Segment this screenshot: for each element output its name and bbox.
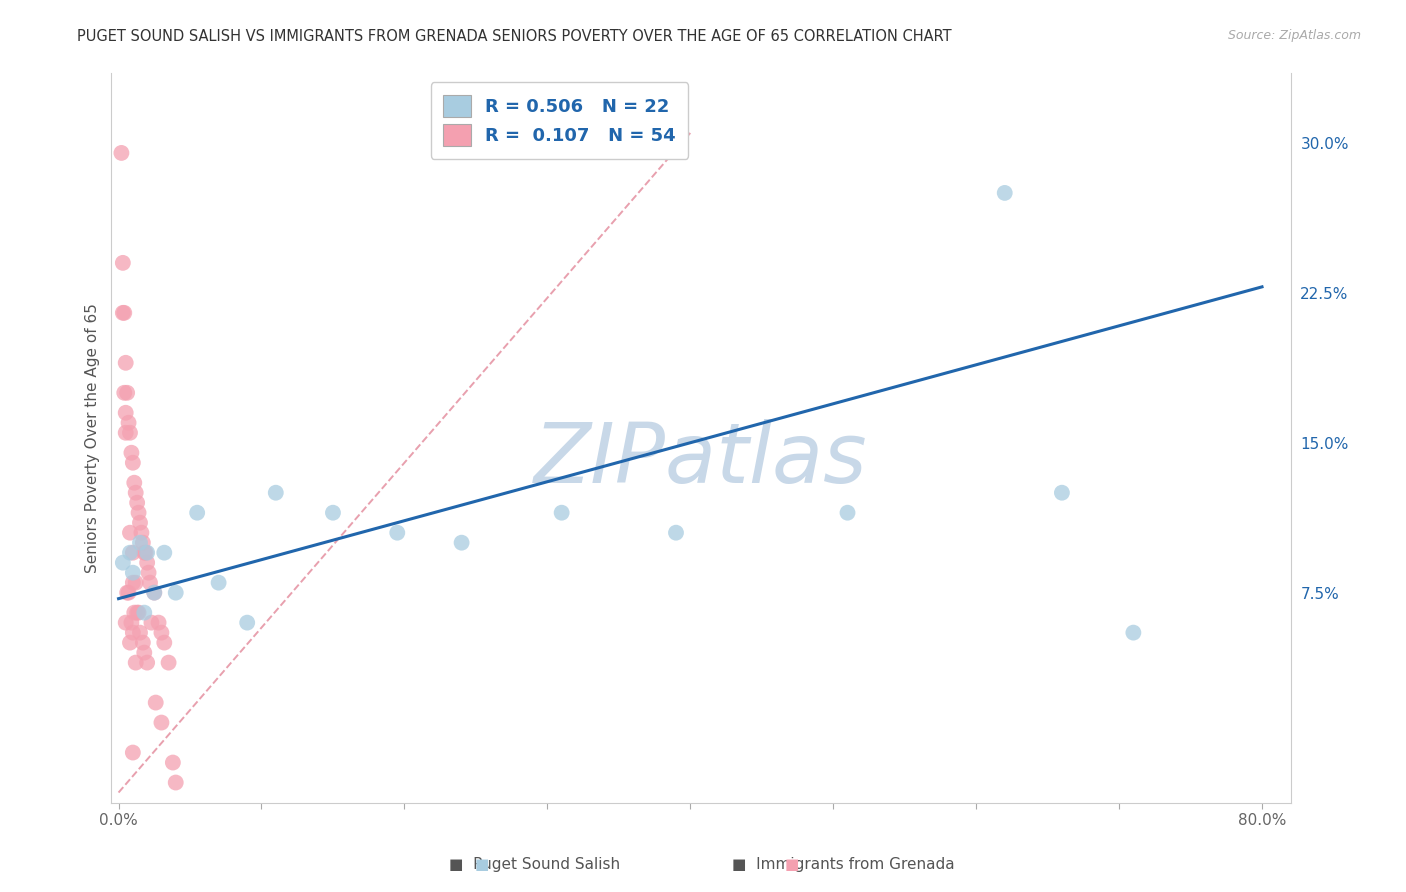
Point <box>129 516 152 530</box>
Point <box>165 585 187 599</box>
Point <box>129 535 152 549</box>
Point <box>143 585 166 599</box>
Point <box>153 546 176 560</box>
Legend: R = 0.506   N = 22, R =  0.107   N = 54: R = 0.506 N = 22, R = 0.107 N = 54 <box>430 82 688 159</box>
Point <box>121 625 143 640</box>
Point <box>111 306 134 320</box>
Point <box>125 485 148 500</box>
Point <box>132 535 155 549</box>
Point <box>186 506 208 520</box>
Point <box>153 635 176 649</box>
Point <box>112 306 135 320</box>
Text: ■: ■ <box>785 857 799 872</box>
Point <box>165 775 187 789</box>
Point <box>114 615 136 630</box>
Point <box>120 615 142 630</box>
Point <box>114 406 136 420</box>
Point <box>207 575 229 590</box>
Point <box>136 546 159 560</box>
Point <box>150 715 173 730</box>
Point <box>136 656 159 670</box>
Point <box>125 656 148 670</box>
Point <box>134 546 156 560</box>
Point <box>1122 625 1144 640</box>
Point <box>145 696 167 710</box>
Text: PUGET SOUND SALISH VS IMMIGRANTS FROM GRENADA SENIORS POVERTY OVER THE AGE OF 65: PUGET SOUND SALISH VS IMMIGRANTS FROM GR… <box>77 29 952 44</box>
Point <box>129 625 152 640</box>
Point <box>837 506 859 520</box>
Point <box>128 606 150 620</box>
Point <box>124 606 146 620</box>
Point <box>550 506 572 520</box>
Point <box>127 496 149 510</box>
Point <box>121 566 143 580</box>
Point <box>118 425 141 440</box>
Point <box>134 606 156 620</box>
Y-axis label: Seniors Poverty Over the Age of 65: Seniors Poverty Over the Age of 65 <box>86 302 100 573</box>
Point <box>112 385 135 400</box>
Point <box>141 615 163 630</box>
Point <box>135 546 157 560</box>
Point <box>120 446 142 460</box>
Point <box>322 506 344 520</box>
Point <box>115 585 138 599</box>
Text: ZIPatlas: ZIPatlas <box>534 419 868 500</box>
Point <box>121 456 143 470</box>
Point <box>118 635 141 649</box>
Point <box>264 485 287 500</box>
Point <box>111 256 134 270</box>
Point <box>132 635 155 649</box>
Point <box>125 575 148 590</box>
Point <box>121 546 143 560</box>
Point <box>136 556 159 570</box>
Point <box>114 356 136 370</box>
Point <box>128 506 150 520</box>
Point <box>387 525 409 540</box>
Point <box>665 525 688 540</box>
Text: Source: ZipAtlas.com: Source: ZipAtlas.com <box>1227 29 1361 42</box>
Point <box>121 746 143 760</box>
Point <box>110 145 132 160</box>
Point <box>148 615 170 630</box>
Point <box>121 575 143 590</box>
Point <box>138 566 160 580</box>
Point <box>131 525 153 540</box>
Point <box>118 525 141 540</box>
Text: ■  Immigrants from Grenada: ■ Immigrants from Grenada <box>733 857 955 872</box>
Point <box>139 575 162 590</box>
Point <box>236 615 259 630</box>
Point <box>150 625 173 640</box>
Point <box>994 186 1017 200</box>
Point <box>117 416 139 430</box>
Point <box>124 475 146 490</box>
Point <box>1050 485 1073 500</box>
Point <box>115 385 138 400</box>
Point <box>162 756 184 770</box>
Text: ■  Puget Sound Salish: ■ Puget Sound Salish <box>449 857 620 872</box>
Point <box>114 425 136 440</box>
Point <box>450 535 472 549</box>
Point <box>157 656 180 670</box>
Point <box>111 556 134 570</box>
Point <box>127 606 149 620</box>
Point <box>117 585 139 599</box>
Text: ■: ■ <box>475 857 489 872</box>
Point <box>118 546 141 560</box>
Point <box>143 585 166 599</box>
Point <box>134 646 156 660</box>
